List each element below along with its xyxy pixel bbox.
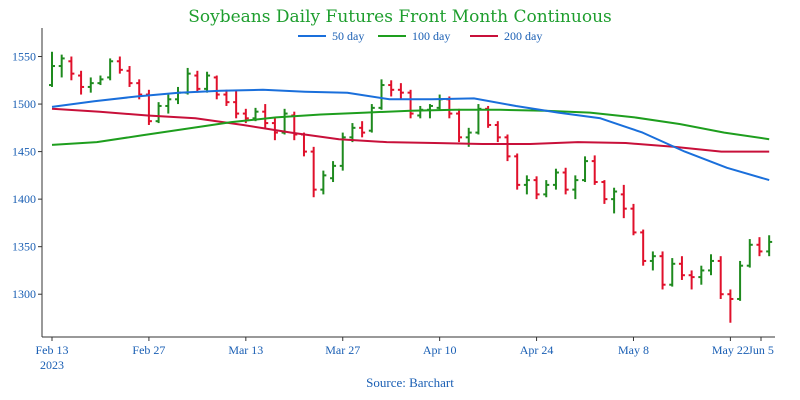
y-tick-label: 1550	[12, 50, 36, 64]
ohlc-bar	[708, 254, 715, 276]
ohlc-bar	[552, 168, 559, 190]
ohlc-bar	[456, 108, 463, 143]
ohlc-bar	[165, 94, 172, 114]
ohlc-bar	[746, 239, 753, 268]
ma200-line	[51, 107, 770, 153]
ma100-line	[51, 108, 770, 146]
ohlc-bar	[756, 237, 763, 257]
ohlc-bar	[310, 146, 317, 198]
x-tick-label: May 22	[712, 343, 749, 357]
ohlc-bar	[174, 86, 181, 105]
moving-average-lines	[51, 88, 770, 182]
x-tick-label: May 8	[618, 343, 649, 357]
ohlc-bar	[78, 70, 85, 95]
legend-label: 200 day	[504, 29, 542, 43]
ohlc-bar	[688, 270, 695, 290]
ohlc-bar	[514, 153, 521, 190]
ohlc-bar	[378, 79, 385, 110]
ohlc-bar	[155, 102, 162, 124]
ohlc-bar	[49, 51, 55, 87]
ohlc-bar	[436, 94, 443, 110]
ohlc-bar	[523, 175, 530, 195]
ohlc-bar	[475, 104, 482, 135]
ohlc-bar	[223, 89, 230, 106]
ohlc-bar	[601, 180, 608, 204]
legend-item: 100 day	[378, 29, 450, 43]
y-tick-label: 1400	[12, 192, 36, 206]
ohlc-bar	[562, 167, 569, 195]
ohlc-bar	[233, 89, 240, 119]
ohlc-bar	[349, 123, 356, 143]
chart-title: Soybeans Daily Futures Front Month Conti…	[188, 7, 612, 27]
x-tick-label: Apr 24	[520, 343, 554, 357]
x-tick-label: Feb 27	[132, 343, 165, 357]
ohlc-bar	[300, 132, 307, 157]
ohlc-bar	[611, 187, 618, 214]
ohlc-bar	[397, 83, 404, 100]
ohlc-bar	[591, 155, 598, 185]
ohlc-bar	[620, 184, 627, 219]
ohlc-bar	[58, 54, 65, 78]
ohlc-bar	[68, 56, 75, 81]
ohlc-bar	[582, 156, 589, 183]
legend-item: 50 day	[298, 29, 364, 43]
y-tick-label: 1300	[12, 287, 36, 301]
ohlc-bar	[407, 89, 414, 119]
ma50-line	[51, 88, 770, 182]
ohlc-bar	[727, 289, 734, 323]
ohlc-bar	[388, 80, 395, 97]
ohlc-bar	[417, 105, 424, 119]
ohlc-bar	[204, 71, 211, 93]
y-axis: 1300 1350 1400 1450 1500 1550	[12, 28, 43, 337]
ohlc-bar	[678, 256, 685, 280]
x-tick-label: Jun 5	[748, 343, 774, 357]
ohlc-bar	[107, 58, 114, 81]
x-tick-label: Apr 10	[423, 343, 457, 357]
legend: 50 day 100 day 200 day	[298, 29, 542, 43]
ohlc-bar	[339, 132, 346, 171]
ohlc-bar	[659, 251, 666, 290]
ohlc-bar	[698, 265, 705, 285]
ohlc-bar	[669, 258, 676, 287]
y-tick-label: 1450	[12, 145, 36, 159]
ohlc-bar	[533, 176, 540, 200]
ohlc-bar	[649, 251, 656, 271]
ohlc-bar	[194, 70, 201, 93]
ohlc-bar	[126, 66, 133, 87]
ohlc-bar	[281, 108, 288, 135]
ohlc-bar	[766, 235, 773, 257]
y-tick-label: 1350	[12, 240, 36, 254]
ohlc-bar	[504, 134, 511, 162]
ohlc-bar	[543, 180, 550, 198]
ohlc-bar	[213, 75, 220, 100]
ohlc-bar	[368, 104, 375, 133]
ohlc-bar	[630, 203, 637, 236]
x-tick-label: Mar 13	[228, 343, 263, 357]
legend-label: 50 day	[332, 29, 364, 43]
x-tick-year-label: 2023	[40, 358, 64, 372]
ohlc-bar	[116, 56, 123, 74]
y-tick-label: 1500	[12, 97, 36, 111]
legend-label: 100 day	[412, 29, 450, 43]
x-tick-label: Feb 13	[36, 343, 69, 357]
ohlc-bar	[572, 175, 579, 200]
ohlc-bar	[320, 170, 327, 195]
source-label: Source: Barchart	[366, 375, 454, 390]
ohlc-bar	[184, 67, 191, 95]
ohlc-bar	[737, 260, 744, 301]
ohlc-bar	[717, 256, 724, 299]
x-tick-label: Mar 27	[325, 343, 360, 357]
ohlc-bar	[97, 75, 104, 86]
ohlc-bar	[262, 104, 269, 128]
price-bars	[49, 51, 773, 323]
ohlc-bar	[330, 161, 337, 183]
ohlc-bar	[87, 77, 94, 93]
legend-item: 200 day	[470, 29, 542, 43]
ohlc-bar	[359, 121, 366, 138]
ohlc-bar	[494, 121, 501, 143]
ohlc-bar	[640, 229, 647, 266]
